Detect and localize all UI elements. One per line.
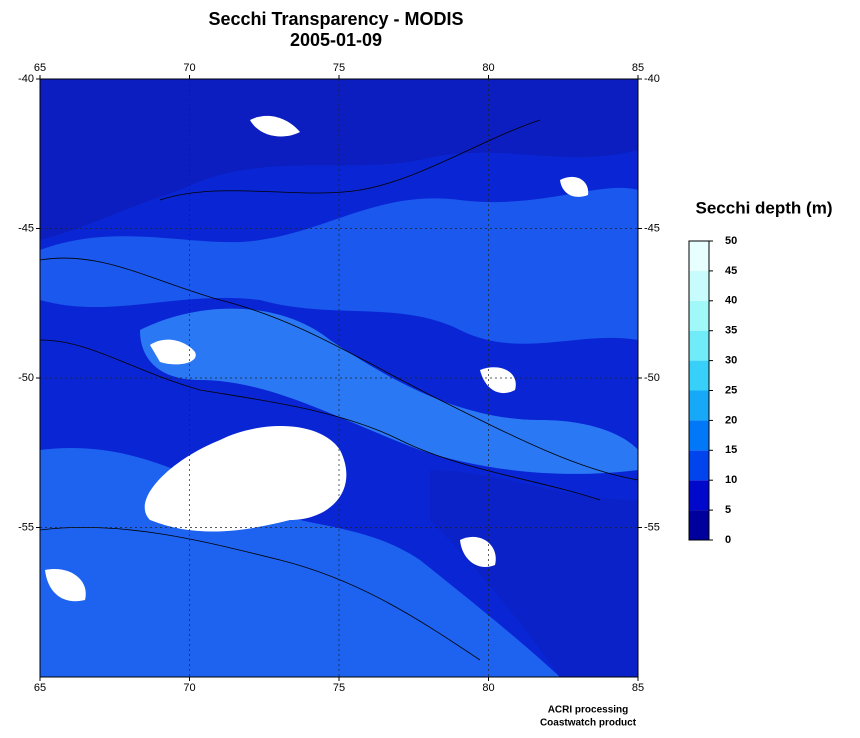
y-tick-label: -45 xyxy=(644,222,660,234)
map-field xyxy=(39,79,639,677)
y-tick-label: -40 xyxy=(644,73,660,85)
colorbar-segment xyxy=(689,450,709,481)
cloud-3 xyxy=(250,115,300,137)
contour xyxy=(159,119,541,201)
colorbar-tick-label: 30 xyxy=(725,355,737,367)
colorbar-segment xyxy=(689,360,709,391)
y-tick-label: -50 xyxy=(18,372,34,384)
colorbar-tick-label: 35 xyxy=(725,325,737,337)
colorbar-segment xyxy=(689,480,709,511)
colorbar-segment xyxy=(689,300,709,331)
x-tick-label: 75 xyxy=(333,62,345,74)
cloud-4 xyxy=(560,176,589,197)
colorbar-tick-label: 50 xyxy=(725,235,737,247)
cloud-1 xyxy=(144,426,347,532)
colorbar-segment xyxy=(689,390,709,421)
region-southeast xyxy=(430,470,638,677)
colorbar-segment xyxy=(689,241,709,271)
footer-line: ACRI processing xyxy=(548,705,629,716)
colorbar-tick-label: 20 xyxy=(725,414,737,426)
colorbar-title: Secchi depth (m) xyxy=(696,198,833,217)
subtitle: 2005-01-09 xyxy=(290,30,382,50)
x-tick-label: 65 xyxy=(34,682,46,694)
colorbar-tick-label: 0 xyxy=(725,534,731,546)
x-tick-label: 80 xyxy=(482,682,494,694)
cloud-2 xyxy=(150,339,196,365)
colorbar-segment xyxy=(689,510,709,540)
colorbar-tick-label: 15 xyxy=(725,444,737,456)
footer-line: Coastwatch product xyxy=(540,718,637,729)
colorbar-tick-label: 45 xyxy=(725,265,737,277)
contour xyxy=(39,339,601,501)
colorbar-tick-label: 25 xyxy=(725,384,737,396)
cloud-5 xyxy=(480,367,516,394)
cloud-7 xyxy=(460,536,496,568)
colorbar-segment xyxy=(689,270,709,301)
colorbar-segment xyxy=(689,420,709,451)
x-tick-label: 80 xyxy=(482,62,494,74)
y-tick-label: -45 xyxy=(18,222,34,234)
region-light xyxy=(140,308,638,474)
title: Secchi Transparency - MODIS xyxy=(208,9,463,29)
cloud-6 xyxy=(45,569,86,602)
colorbar-tick-label: 5 xyxy=(725,504,731,516)
colorbar-segment xyxy=(689,330,709,361)
x-tick-label: 85 xyxy=(632,62,644,74)
x-tick-label: 75 xyxy=(333,682,345,694)
colorbar-tick-label: 10 xyxy=(725,474,737,486)
y-tick-label: -50 xyxy=(644,372,660,384)
x-tick-label: 65 xyxy=(34,62,46,74)
x-tick-label: 70 xyxy=(183,62,195,74)
x-tick-label: 70 xyxy=(183,682,195,694)
y-tick-label: -40 xyxy=(18,73,34,85)
y-tick-label: -55 xyxy=(644,521,660,533)
x-tick-label: 85 xyxy=(632,682,644,694)
y-tick-label: -55 xyxy=(18,521,34,533)
colorbar-tick-label: 40 xyxy=(725,295,737,307)
contour xyxy=(39,257,639,481)
contour xyxy=(39,526,481,661)
